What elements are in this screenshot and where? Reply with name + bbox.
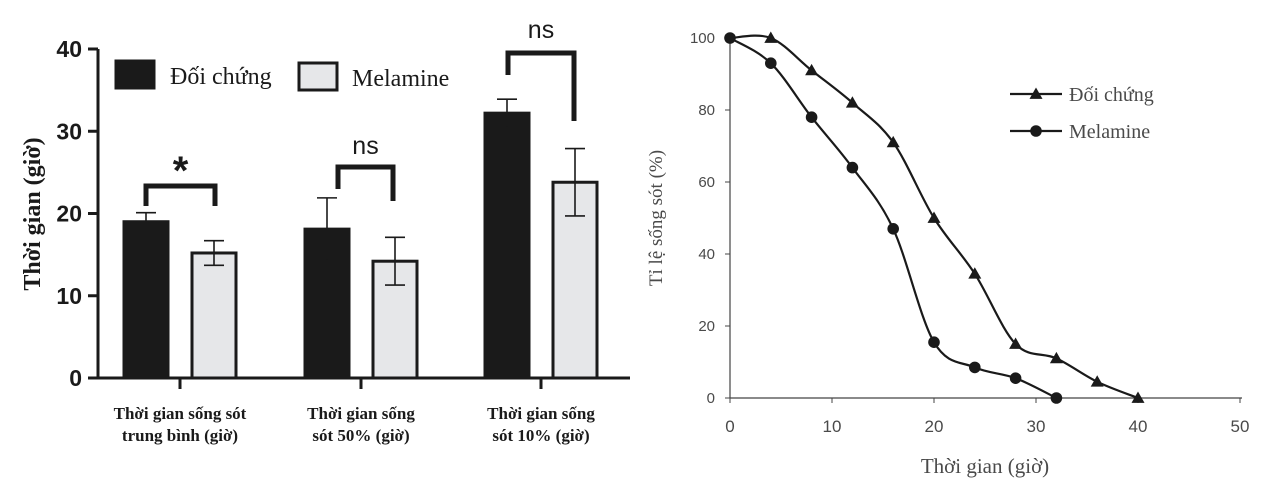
significance-label: ns: [352, 132, 378, 160]
y-tick-label: 10: [56, 283, 82, 309]
bar: [551, 180, 599, 380]
category-label: Thời gian sống sót trung bình (giờ): [114, 404, 247, 445]
data-point-triangle: [1131, 391, 1145, 403]
y-tick-label: 20: [698, 318, 715, 335]
bar: [122, 220, 170, 380]
data-point-triangle: [764, 31, 778, 43]
y-tick-label: 60: [698, 174, 715, 191]
data-point-triangle: [1009, 337, 1023, 349]
data-point-circle: [765, 57, 777, 69]
data-point-circle: [969, 361, 981, 374]
data-point-circle: [1009, 372, 1022, 385]
y-tick-label: 40: [698, 246, 715, 263]
series-line: [729, 37, 1057, 399]
data-point-triangle: [845, 96, 859, 108]
data-point-triangle: [1049, 351, 1063, 364]
legend-label: Melamine: [1069, 121, 1150, 143]
legend-marker-circle: [1030, 125, 1042, 137]
category-label: Thời gian sống sót 10% (giờ): [487, 404, 595, 445]
x-tick-label: 20: [925, 417, 944, 436]
x-tick-label: 0: [725, 417, 734, 436]
category-label-line: trung bình (giờ): [122, 426, 238, 445]
line-chart: 0 10 20 30 40 50 0 20 40 60 80 100 Thời gian (giờ) Tỉ…: [646, 30, 1249, 478]
data-point-triangle: [968, 267, 982, 279]
y-tick-label: 0: [707, 390, 715, 407]
significance-label: ns: [528, 16, 554, 44]
category-label-line: sót 50% (giờ): [312, 426, 409, 445]
y-tick-label: 0: [69, 365, 82, 391]
y-tick-label: 100: [690, 30, 715, 47]
legend-label: Đối chứng: [1069, 84, 1154, 106]
data-point-circle: [846, 161, 859, 174]
bar: [190, 251, 238, 380]
data-point-triangle: [1090, 375, 1104, 387]
y-axis-label: Tỉ lệ sống sót (%): [646, 150, 667, 286]
x-tick-label: 50: [1231, 417, 1250, 436]
data-point-circle: [724, 32, 736, 44]
legend-label: Đối chứng: [170, 64, 272, 90]
data-point-triangle: [927, 211, 941, 223]
significance-bracket: [335, 164, 396, 201]
legend-swatch: [297, 61, 339, 92]
significance-bracket: [505, 50, 577, 121]
x-tick-label: 10: [823, 417, 842, 436]
x-tick-label: 30: [1027, 417, 1046, 436]
data-point-triangle: [886, 135, 900, 148]
category-label-line: Thời gian sống sót: [114, 404, 247, 423]
y-tick-label: 20: [56, 201, 82, 227]
bar: [483, 111, 531, 380]
x-axis-label: Thời gian (giờ): [921, 454, 1049, 478]
data-point-triangle: [805, 63, 819, 76]
y-tick-label: 30: [56, 118, 82, 144]
x-tick-label: 40: [1129, 417, 1148, 436]
significance-bracket: [143, 183, 218, 206]
y-tick-label: 80: [698, 102, 715, 119]
data-point-circle: [1050, 392, 1063, 404]
data-point-circle: [887, 223, 899, 235]
category-label: Thời gian sống sót 50% (giờ): [307, 404, 415, 445]
y-tick-label: 40: [56, 36, 82, 62]
legend-marker-triangle: [1029, 87, 1043, 99]
bar-chart: 0 10 20 30 40 Thời gian (giờ) Thời gian sống s…: [20, 16, 630, 445]
y-axis-label: Thời gian (giờ): [20, 137, 46, 290]
significance-label: *: [173, 149, 189, 193]
legend-label: Melamine: [352, 66, 449, 92]
data-point-circle: [805, 111, 818, 123]
legend-swatch: [114, 59, 156, 90]
category-label-line: sót 10% (giờ): [492, 426, 589, 445]
data-point-circle: [928, 336, 940, 349]
category-label-line: Thời gian sống: [487, 404, 595, 423]
category-label-line: Thời gian sống: [307, 404, 415, 423]
